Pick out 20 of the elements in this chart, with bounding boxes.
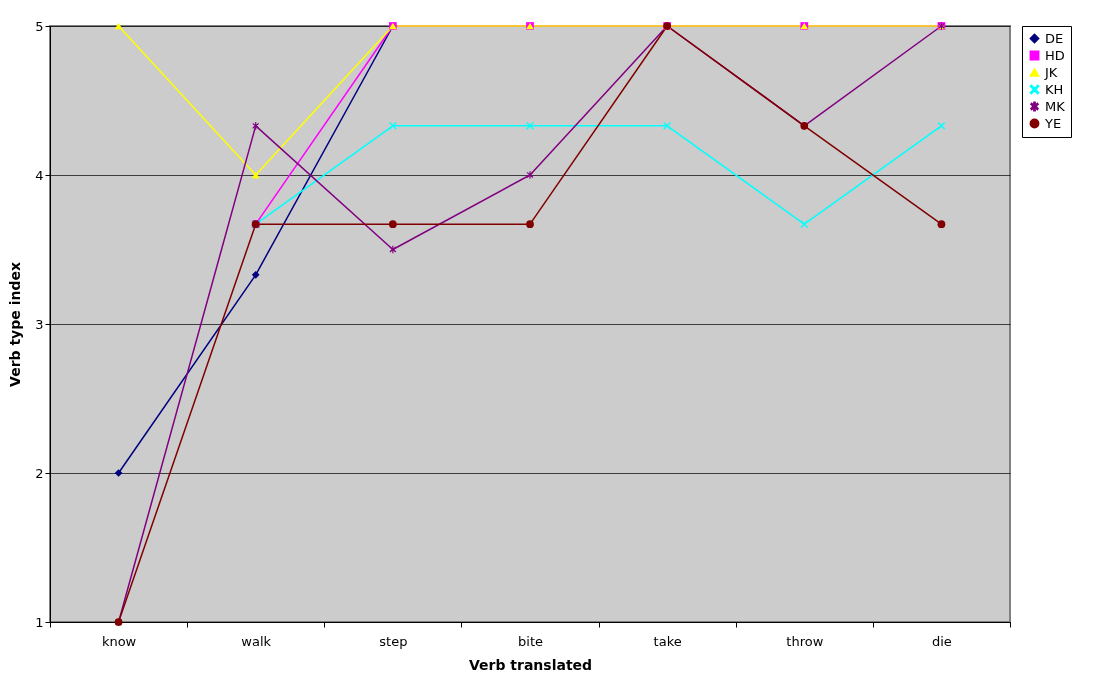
y-tick-label: 5 — [35, 18, 44, 34]
x-tick-label: walk — [241, 633, 272, 649]
x-tick-label: take — [653, 633, 682, 649]
y-axis-title: Verb type index — [7, 262, 24, 387]
legend-label: MK — [1045, 98, 1066, 114]
legend-label: JK — [1044, 64, 1058, 80]
y-tick-label: 4 — [35, 167, 44, 183]
y-tick-label: 3 — [35, 316, 44, 332]
x-tick-label: die — [931, 633, 952, 649]
x-tick-label: throw — [786, 633, 824, 649]
x-tick-label: step — [379, 633, 408, 649]
y-tick-label: 2 — [35, 465, 44, 481]
y-tick-label: 1 — [35, 614, 44, 630]
x-tick-label: know — [101, 633, 137, 649]
x-axis-title: Verb translated — [468, 656, 593, 673]
legend-label: HD — [1045, 47, 1065, 63]
legend-label: KH — [1045, 81, 1064, 97]
legend-label: DE — [1045, 30, 1064, 46]
x-tick-label: bite — [518, 633, 543, 649]
legend-label: YE — [1044, 115, 1062, 131]
